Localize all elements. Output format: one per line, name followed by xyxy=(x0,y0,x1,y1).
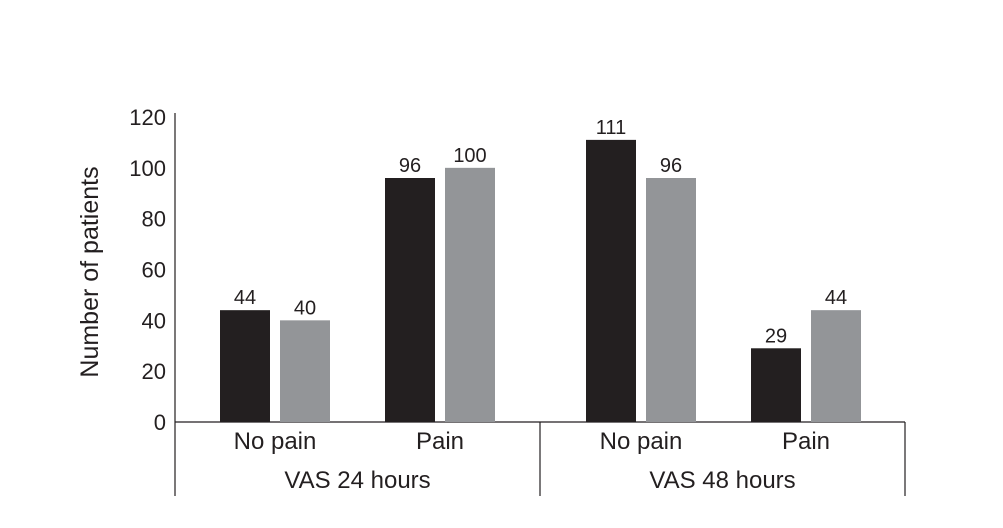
data-label: 111 xyxy=(596,117,626,139)
bar-s1-c1 xyxy=(445,167,495,422)
category-label: No pain xyxy=(234,428,317,455)
data-label: 96 xyxy=(660,155,682,177)
y-axis-label: Number of patients xyxy=(76,166,104,377)
group-label: VAS 48 hours xyxy=(649,467,795,494)
category-labels: No pain Pain No pain Pain VAS 24 hours VAS 48… xyxy=(234,428,830,494)
y-tick-label: 40 xyxy=(142,308,166,333)
y-tick-label: 60 xyxy=(142,258,166,283)
data-label: 29 xyxy=(765,325,787,347)
bar-s0-c0 xyxy=(220,310,270,422)
bar-s0-c2 xyxy=(586,139,636,422)
bar-s1-c0 xyxy=(280,320,330,422)
data-label: 44 xyxy=(825,287,847,309)
bar-s0-c3 xyxy=(751,348,801,422)
data-label: 100 xyxy=(453,145,486,167)
data-label: 44 xyxy=(234,287,256,309)
bar-s1-c3 xyxy=(811,310,861,422)
y-tick-label: 20 xyxy=(142,359,166,384)
y-tick-label: 0 xyxy=(154,410,166,435)
bar-s0-c1 xyxy=(385,178,435,422)
y-tick-label: 120 xyxy=(129,105,166,130)
bar-s1-c2 xyxy=(646,178,696,422)
y-tick-label: 80 xyxy=(142,207,166,232)
bars: 44 96 111 29 40 100 96 44 xyxy=(220,117,861,422)
y-ticks: 0 20 40 60 80 100 120 xyxy=(129,105,166,435)
data-label: 40 xyxy=(294,297,316,319)
y-tick-label: 100 xyxy=(129,156,166,181)
data-label: 96 xyxy=(399,155,421,177)
group-label: VAS 24 hours xyxy=(284,467,430,494)
category-label: Pain xyxy=(416,428,464,455)
category-label: No pain xyxy=(600,428,683,455)
category-label: Pain xyxy=(782,428,830,455)
